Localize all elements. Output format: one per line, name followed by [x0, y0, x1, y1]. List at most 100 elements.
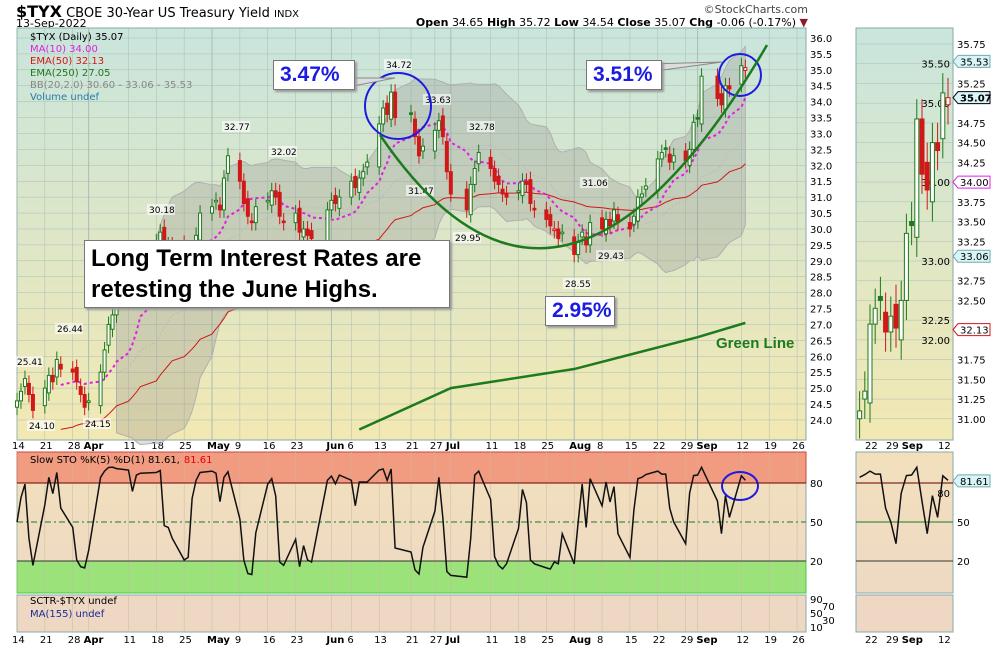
price-label: 30.18 [149, 206, 175, 216]
legend-entry: BB(20,2.0) 30.60 - 33.06 - 35.53 [30, 80, 192, 91]
candle [249, 220, 254, 224]
date-tick: 19 [764, 635, 777, 646]
date-tick: 21 [406, 635, 419, 646]
date-tick: 9 [235, 441, 241, 452]
candle [476, 152, 481, 165]
date-tick: Aug [569, 635, 591, 646]
mini-candle [867, 323, 873, 404]
mini-price-tick: 31.00 [957, 415, 986, 426]
date-tick: 23 [291, 635, 304, 646]
candle [691, 121, 696, 150]
instrument-name: CBOE 30-Year US Treasury Yield [66, 6, 270, 21]
date-tick: 29 [681, 441, 694, 452]
date-tick: Apr [84, 441, 104, 452]
date-tick: 13 [374, 635, 387, 646]
price-tick: 34.5 [810, 82, 832, 93]
price-label: 32.78 [469, 123, 495, 133]
price-label-bg [453, 232, 481, 243]
candle [516, 190, 521, 193]
date-tick: 25 [179, 441, 192, 452]
candle [50, 374, 55, 383]
close-label: Close [617, 16, 651, 29]
candle [492, 168, 497, 182]
candle [241, 180, 246, 205]
price-label: 31.06 [582, 179, 608, 189]
last-value-label: 33.06 [960, 252, 989, 263]
candle [488, 156, 493, 170]
candle [265, 199, 270, 203]
date-tick: 26 [792, 635, 805, 646]
date-tick: 22 [653, 635, 666, 646]
candle [727, 85, 732, 90]
date-tick: 19 [764, 441, 777, 452]
mini-candle [924, 161, 930, 191]
date-tick: Sep [696, 635, 717, 646]
candle [496, 175, 501, 185]
mini-price-tick: 33.25 [957, 237, 986, 248]
date-tick: 18 [513, 441, 526, 452]
candle [253, 206, 258, 224]
date-tick: 18 [151, 441, 164, 452]
price-label-bg [384, 59, 412, 70]
legend-entry: EMA(250) 27.05 [30, 68, 110, 79]
candle [82, 393, 87, 408]
price-label-bg [423, 94, 451, 105]
date-tick: 27 [430, 635, 443, 646]
price-label-bg [467, 121, 495, 132]
price-tick: 35.0 [810, 66, 832, 77]
mini-candle [857, 410, 863, 420]
candle [377, 123, 382, 168]
mini-candle [893, 303, 899, 329]
price-label: 24.15 [85, 420, 111, 430]
candle [627, 222, 632, 230]
price-label-bg [55, 323, 83, 334]
candle [86, 400, 91, 403]
annotation-sep-yield: 3.51% [586, 60, 662, 90]
mini-price-tick: 34.50 [957, 139, 986, 150]
date-tick: May [207, 635, 230, 646]
price-label: 33.63 [425, 96, 451, 106]
date-tick: 11 [486, 635, 499, 646]
date-tick: 21 [406, 441, 419, 452]
candle [655, 158, 660, 192]
date-tick: 8 [597, 635, 603, 646]
candle [385, 102, 390, 115]
overbought-band [16, 451, 807, 484]
stockcharts-logo: ©StockCharts.com [703, 3, 808, 16]
candle [739, 65, 744, 85]
price-tick: 25.0 [810, 384, 832, 395]
date-tick: 8 [597, 441, 603, 452]
price-label: 26.44 [57, 325, 83, 335]
mini-candle [909, 221, 915, 226]
candle [26, 382, 31, 395]
sctr-tick: 70 [822, 602, 835, 613]
candle [532, 207, 537, 211]
high-label: High [486, 16, 516, 29]
candle [667, 153, 672, 163]
date-tick: Aug [569, 441, 591, 452]
mini-date-tick: 29 [886, 635, 899, 646]
price-label: 34.72 [386, 61, 412, 71]
mini-candle [935, 142, 941, 152]
price-label: 31.47 [408, 187, 434, 197]
low-value: 34.54 [582, 16, 614, 29]
date-tick: 18 [151, 635, 164, 646]
candle [556, 228, 561, 240]
mini-price-tick: 31.25 [957, 395, 986, 406]
candle [325, 209, 330, 244]
candle [432, 129, 437, 152]
sto-tick: 20 [810, 557, 823, 568]
mini-candle [872, 307, 878, 325]
candle [329, 199, 334, 211]
candle [420, 145, 425, 152]
candle [221, 177, 226, 211]
candle [305, 228, 310, 236]
chart-title: $TYX CBOE 30-Year US Treasury Yield INDX [16, 2, 299, 21]
mini-candle [898, 299, 904, 341]
date-tick: 12 [736, 441, 749, 452]
mini-date-tick: Sep [902, 635, 923, 646]
mini-price-tick: 35.00 [921, 99, 950, 110]
price-tick: 31.5 [810, 177, 832, 188]
date-tick: 6 [347, 441, 353, 452]
